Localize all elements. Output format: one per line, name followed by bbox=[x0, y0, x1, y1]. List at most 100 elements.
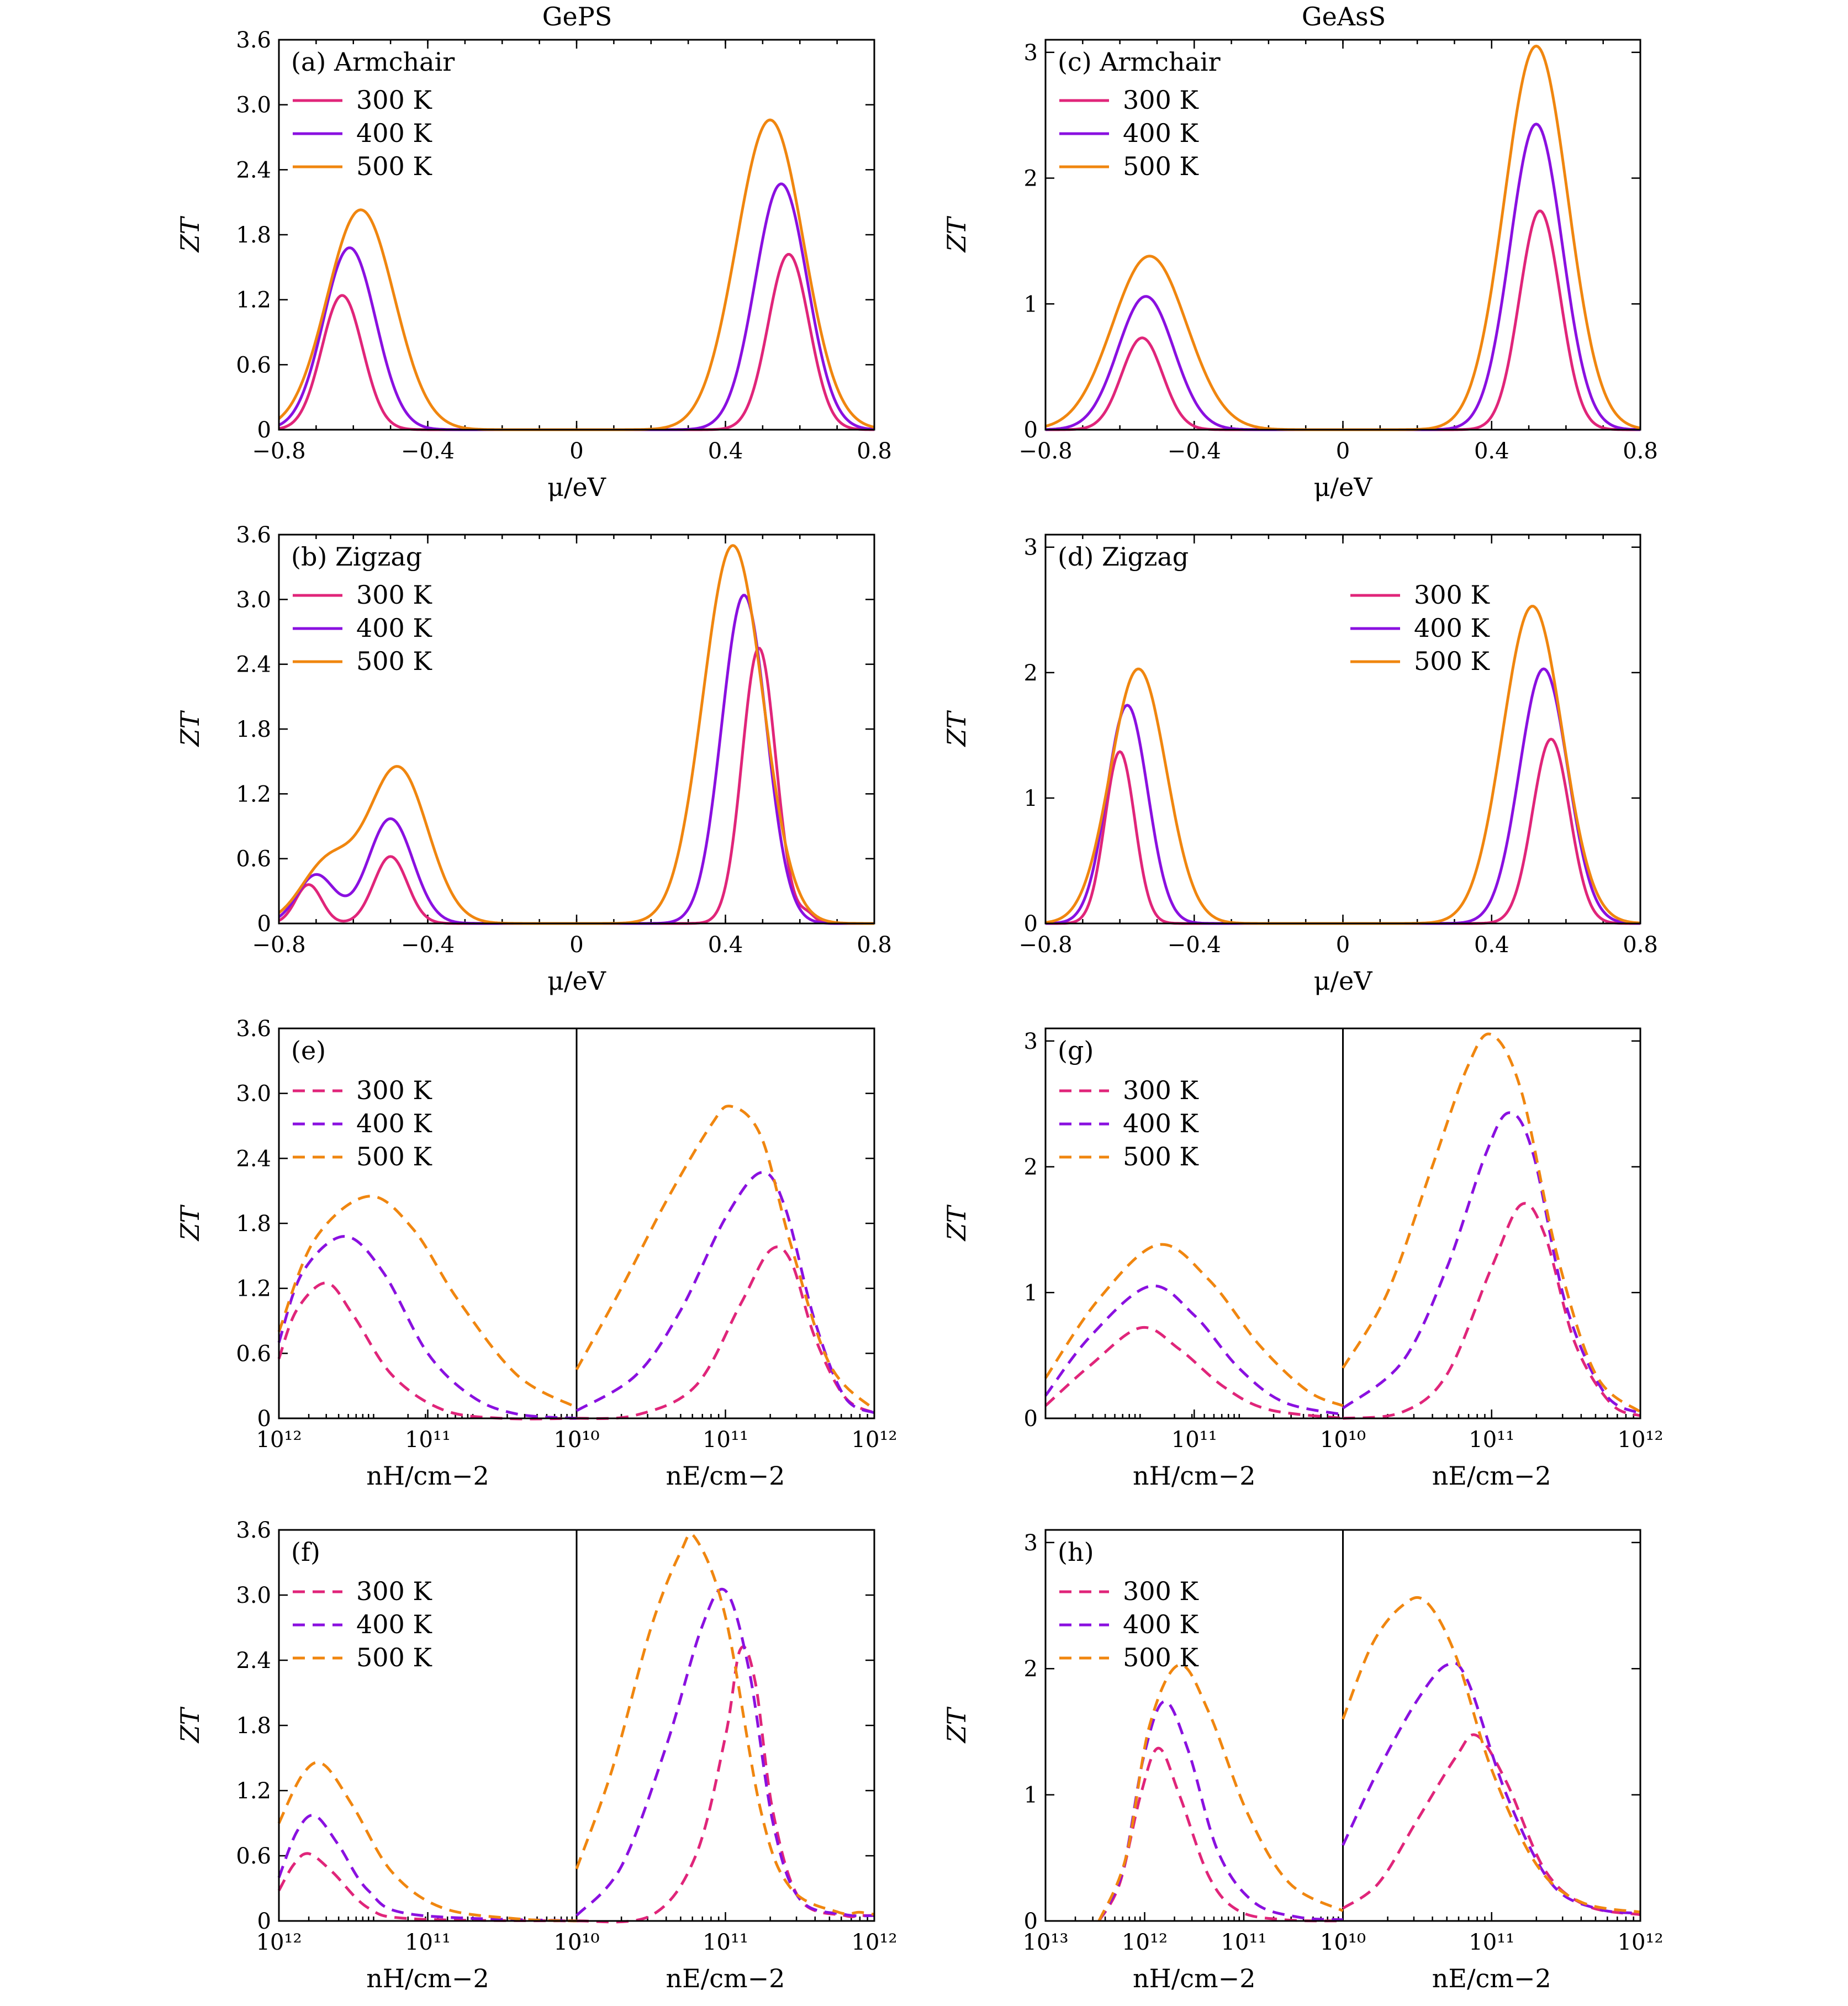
x-tick-label-right: 10¹² bbox=[852, 1930, 897, 1955]
plot-frame bbox=[1044, 534, 1641, 925]
y-tick-label: 3.0 bbox=[236, 93, 271, 118]
series-line-right-500K bbox=[1342, 1596, 1641, 1914]
x-axis-label-left: nH/cm−2 bbox=[366, 1963, 489, 1993]
x-tick-label-left: 10¹⁰ bbox=[554, 1930, 600, 1955]
x-tick-label: 0 bbox=[569, 932, 583, 958]
panel-label: (f) bbox=[291, 1537, 320, 1567]
y-tick-label: 0 bbox=[257, 1406, 271, 1432]
series-line-left-400K bbox=[1044, 1284, 1344, 1416]
legend-label: 500 K bbox=[356, 1643, 432, 1672]
y-tick-label: 2 bbox=[1024, 1155, 1038, 1180]
series-line-right-400K bbox=[575, 1587, 875, 1918]
y-tick-label: 0 bbox=[1024, 1909, 1038, 1934]
series-line-300K bbox=[278, 647, 874, 925]
y-tick-label: 2 bbox=[1024, 661, 1038, 686]
x-tick-label: 0.4 bbox=[708, 932, 743, 958]
column-title-geass: GeAsS bbox=[1302, 2, 1386, 31]
legend-label: 500 K bbox=[356, 151, 432, 181]
legend-label: 400 K bbox=[356, 118, 432, 148]
x-axis-label-left: nH/cm−2 bbox=[366, 1461, 489, 1491]
x-tick-label-mid: 10¹⁰ bbox=[1320, 1427, 1366, 1453]
x-tick-label-right: 10¹² bbox=[852, 1427, 897, 1453]
panel-e: 0 0.6 1.2 1.8 2.4 3.0 3.6 ZT 10¹² 10¹¹ 10¹⁰ 10¹¹ 10¹… bbox=[175, 1016, 897, 1491]
x-axis-label-right: nE/cm−2 bbox=[1432, 1963, 1551, 1993]
y-tick-label: 0.6 bbox=[236, 352, 271, 378]
legend-label: 400 K bbox=[356, 1108, 432, 1138]
y-tick-label: 1.8 bbox=[236, 1211, 271, 1237]
legend-label: 300 K bbox=[1123, 1576, 1199, 1606]
x-tick-label-left: 10¹⁰ bbox=[1320, 1930, 1366, 1955]
y-tick-label: 1.2 bbox=[236, 1778, 271, 1804]
y-axis-label: ZT bbox=[175, 710, 205, 747]
x-tick-label-mid: 10¹⁰ bbox=[554, 1930, 600, 1955]
y-tick-label: 3 bbox=[1024, 1029, 1038, 1054]
x-tick-label-left: 10¹² bbox=[256, 1930, 302, 1955]
y-tick-label: 1 bbox=[1024, 1783, 1038, 1808]
y-tick-label: 3.6 bbox=[236, 1518, 271, 1543]
x-tick-label-left: 10¹² bbox=[1122, 1930, 1168, 1955]
y-tick-label: 1.8 bbox=[236, 223, 271, 248]
panel-label: (e) bbox=[291, 1036, 326, 1065]
x-tick-label-right: 10¹² bbox=[1618, 1427, 1664, 1453]
series-line-300K bbox=[1046, 737, 1640, 925]
plot-frame bbox=[1044, 1027, 1641, 1419]
x-tick-label: 0 bbox=[1336, 932, 1350, 958]
x-tick-label-left: 10¹¹ bbox=[1221, 1930, 1267, 1955]
y-tick-label: 2.4 bbox=[236, 652, 271, 678]
legend-label: 500 K bbox=[356, 646, 432, 676]
x-tick-label-left: 10¹⁰ bbox=[1320, 1427, 1366, 1453]
plot-frame bbox=[1044, 39, 1641, 431]
y-tick-label: 1.8 bbox=[236, 717, 271, 742]
legend-label: 400 K bbox=[1123, 1108, 1199, 1138]
panel-label: (h) bbox=[1058, 1537, 1094, 1567]
y-tick-label: 3.0 bbox=[236, 1081, 271, 1107]
y-tick-label: 3.0 bbox=[236, 587, 271, 613]
y-tick-label: 3.0 bbox=[236, 1583, 271, 1608]
x-tick-label-right: 10¹¹ bbox=[703, 1427, 748, 1453]
y-tick-label: 2.4 bbox=[236, 1648, 271, 1674]
x-tick-label-left: 10¹¹ bbox=[405, 1427, 451, 1453]
series-line-right-300K bbox=[576, 1245, 875, 1420]
legend-label: 300 K bbox=[1414, 580, 1490, 610]
x-tick-label-left: 10¹² bbox=[256, 1427, 302, 1453]
y-tick-label: 1.2 bbox=[236, 1276, 271, 1302]
series-line-400K bbox=[1045, 667, 1640, 925]
legend-label: 300 K bbox=[356, 1075, 432, 1105]
x-tick-label: −0.4 bbox=[401, 439, 455, 464]
series-line-right-300K bbox=[1342, 1733, 1641, 1917]
panel-b: 0 0.6 1.2 1.8 2.4 3.0 3.6 ZT −0.8 −0.4 0 0.4 0.8 μ/eV… bbox=[175, 522, 892, 996]
y-axis-label: ZT bbox=[175, 1706, 205, 1744]
x-tick-label-right: 10¹¹ bbox=[703, 1930, 748, 1955]
legend-label: 500 K bbox=[356, 1142, 432, 1171]
panel-a: 0 0.6 1.2 1.8 2.4 3.0 3.6 ZT −0.8 −0.4 0 0.4 0.8 μ/eV… bbox=[175, 28, 892, 502]
x-axis-label: μ/eV bbox=[547, 966, 606, 996]
x-tick-label-mid: 10¹⁰ bbox=[554, 1427, 600, 1453]
series-line-500K bbox=[1045, 605, 1641, 925]
series-line-right-400K bbox=[1342, 1111, 1641, 1415]
legend-label: 400 K bbox=[1414, 613, 1490, 643]
series-line-left-300K bbox=[277, 1281, 577, 1421]
y-tick-label: 3 bbox=[1024, 1530, 1038, 1556]
x-tick-label: −0.8 bbox=[252, 439, 305, 464]
y-tick-label: 3.6 bbox=[236, 522, 271, 548]
x-tick-label-left: 10¹¹ bbox=[405, 1930, 451, 1955]
series-line-left-500K bbox=[1097, 1663, 1344, 1921]
x-tick-label: 0.4 bbox=[1474, 439, 1509, 464]
series-line-300K bbox=[278, 253, 874, 431]
y-axis-label: ZT bbox=[942, 1204, 971, 1242]
y-tick-label: 0 bbox=[1024, 418, 1038, 443]
x-tick-label: −0.4 bbox=[1168, 439, 1221, 464]
series-line-right-500K bbox=[575, 1532, 875, 1916]
series-line-left-300K bbox=[1044, 1326, 1343, 1420]
x-tick-label-left: 10¹¹ bbox=[1171, 1427, 1217, 1453]
series-line-300K bbox=[1046, 209, 1640, 431]
x-axis-label-right: nE/cm−2 bbox=[666, 1461, 785, 1491]
x-tick-label-right: 10¹¹ bbox=[1469, 1427, 1514, 1453]
x-tick-label: −0.8 bbox=[1018, 439, 1072, 464]
y-tick-label: 1 bbox=[1024, 786, 1038, 811]
series-line-right-300K bbox=[1343, 1202, 1641, 1420]
x-tick-label: 0.4 bbox=[1474, 932, 1509, 958]
